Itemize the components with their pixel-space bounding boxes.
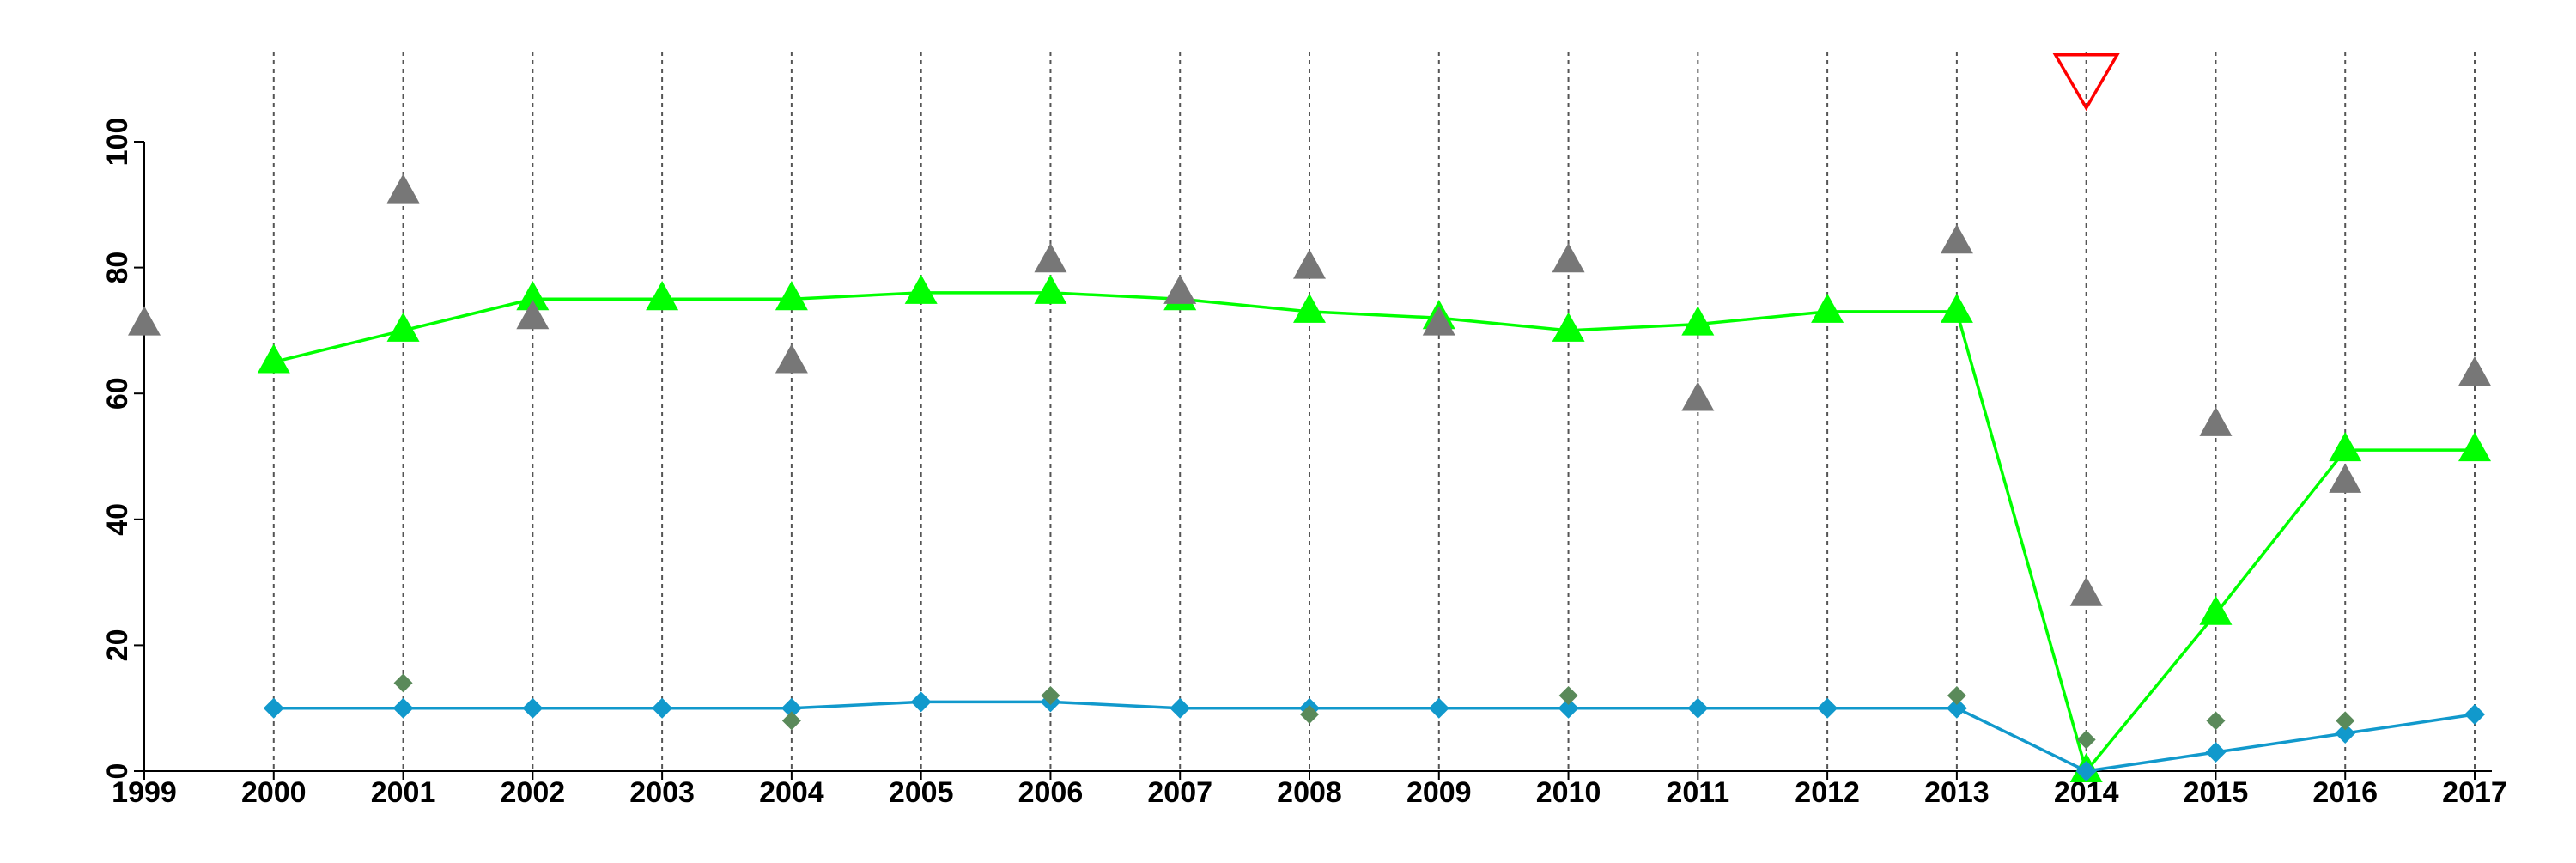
series-0-point-2013 [1940, 293, 1973, 323]
series-2-point-2008 [1293, 249, 1326, 279]
x-tick-label-2002: 2002 [501, 776, 566, 809]
gridlines [272, 52, 2476, 771]
series-2-point-2002 [516, 300, 550, 330]
series-0-point-2010 [1552, 312, 1585, 342]
series-0-point-2017 [2458, 431, 2491, 462]
annotation-0-triangle-down-icon [2052, 53, 2120, 112]
x-tick-label-1999: 1999 [112, 776, 177, 809]
y-tick-label-100: 100 [101, 118, 134, 167]
series-2 [128, 173, 2491, 606]
x-tick-label-2008: 2008 [1277, 776, 1342, 809]
series-3-point-2001 [393, 673, 413, 693]
x-tick-label-2004: 2004 [759, 776, 824, 809]
series-2-point-2015 [2199, 406, 2233, 436]
series-2-point-2017 [2458, 356, 2491, 386]
y-tick-label-80: 80 [101, 252, 134, 284]
series-1-point-2002 [522, 697, 544, 719]
series-1-line [273, 700, 2476, 773]
x-tick-label-2005: 2005 [889, 776, 954, 809]
y-tick-label-40: 40 [101, 503, 134, 536]
series-0-point-2002 [516, 281, 550, 311]
series-1-point-2017 [2464, 704, 2485, 726]
series-0-point-2012 [1811, 293, 1844, 323]
series-1-point-2000 [263, 697, 284, 719]
series-0-point-2003 [646, 281, 679, 311]
series [128, 173, 2491, 782]
series-2-point-2016 [2329, 463, 2362, 493]
series-2-point-2007 [1163, 274, 1197, 304]
series-1-point-2007 [1170, 697, 1191, 719]
series-0-point-2011 [1681, 306, 1715, 336]
x-tick-label-2003: 2003 [629, 776, 695, 809]
y-tick-label-60: 60 [101, 377, 134, 410]
series-3-point-2014 [2076, 730, 2096, 750]
series-3-point-2016 [2336, 711, 2355, 731]
x-tick-label-2013: 2013 [1924, 776, 1990, 809]
series-1-point-2015 [2205, 742, 2227, 763]
series-2-point-2014 [2069, 576, 2103, 606]
series-2-point-1999 [128, 306, 161, 336]
series-0-line [273, 291, 2475, 773]
series-1-point-2009 [1428, 697, 1449, 719]
series-0-point-2016 [2329, 431, 2362, 462]
x-tick-label-2015: 2015 [2184, 776, 2249, 809]
annotations [2052, 53, 2120, 112]
y-tick-label-0: 0 [101, 763, 134, 780]
series-1-point-2004 [781, 697, 802, 719]
series-3-point-2015 [2206, 711, 2226, 731]
series-0 [257, 274, 2491, 782]
series-0-point-2008 [1293, 293, 1326, 323]
x-tick-label-2012: 2012 [1795, 776, 1860, 809]
series-1-point-2003 [652, 697, 673, 719]
series-0-point-2001 [386, 312, 420, 342]
y-tick-label-20: 20 [101, 629, 134, 661]
series-3-point-2010 [1558, 686, 1578, 706]
series-2-point-2006 [1034, 243, 1067, 273]
series-2-point-2009 [1422, 306, 1455, 336]
series-0-point-2015 [2199, 595, 2233, 625]
series-1-point-2001 [392, 697, 414, 719]
series-3-point-2013 [1947, 686, 1966, 706]
series-0-point-2005 [904, 274, 938, 304]
axes: 0 20 40 60 80 100 1999 2000 2001 2002 2003 2004 2005… [101, 118, 2507, 809]
series-3-point-2008 [1300, 705, 1319, 725]
x-tick-label-2007: 2007 [1147, 776, 1212, 809]
x-tick-label-2001: 2001 [371, 776, 436, 809]
series-1-point-2013 [1946, 697, 1967, 719]
series-2-point-2001 [386, 173, 420, 204]
series-3-point-2004 [781, 711, 801, 731]
series-2-point-2013 [1940, 224, 1973, 254]
series-2-point-2004 [775, 343, 808, 374]
x-tick-label-2006: 2006 [1018, 776, 1084, 809]
series-0-point-2006 [1034, 274, 1067, 304]
x-tick-label-2000: 2000 [241, 776, 307, 809]
x-tick-label-2016: 2016 [2312, 776, 2378, 809]
series-2-point-2011 [1681, 381, 1715, 411]
series-1-point-2012 [1817, 697, 1838, 719]
series-3 [393, 673, 2355, 750]
series-0-point-2000 [257, 343, 290, 374]
series-1 [263, 691, 2485, 781]
series-1-point-2014 [2075, 761, 2097, 781]
series-0-point-2004 [775, 281, 808, 311]
series-3-point-2006 [1041, 686, 1060, 706]
x-tick-label-2010: 2010 [1536, 776, 1601, 809]
series-2-point-2010 [1552, 243, 1585, 273]
x-tick-label-2011: 2011 [1666, 776, 1729, 809]
x-tick-label-2017: 2017 [2442, 776, 2507, 809]
series-1-point-2016 [2335, 723, 2356, 744]
series-1-point-2005 [910, 691, 932, 713]
series-1-point-2010 [1558, 697, 1579, 719]
x-tick-label-2009: 2009 [1406, 776, 1472, 809]
series-1-point-2011 [1687, 697, 1709, 719]
